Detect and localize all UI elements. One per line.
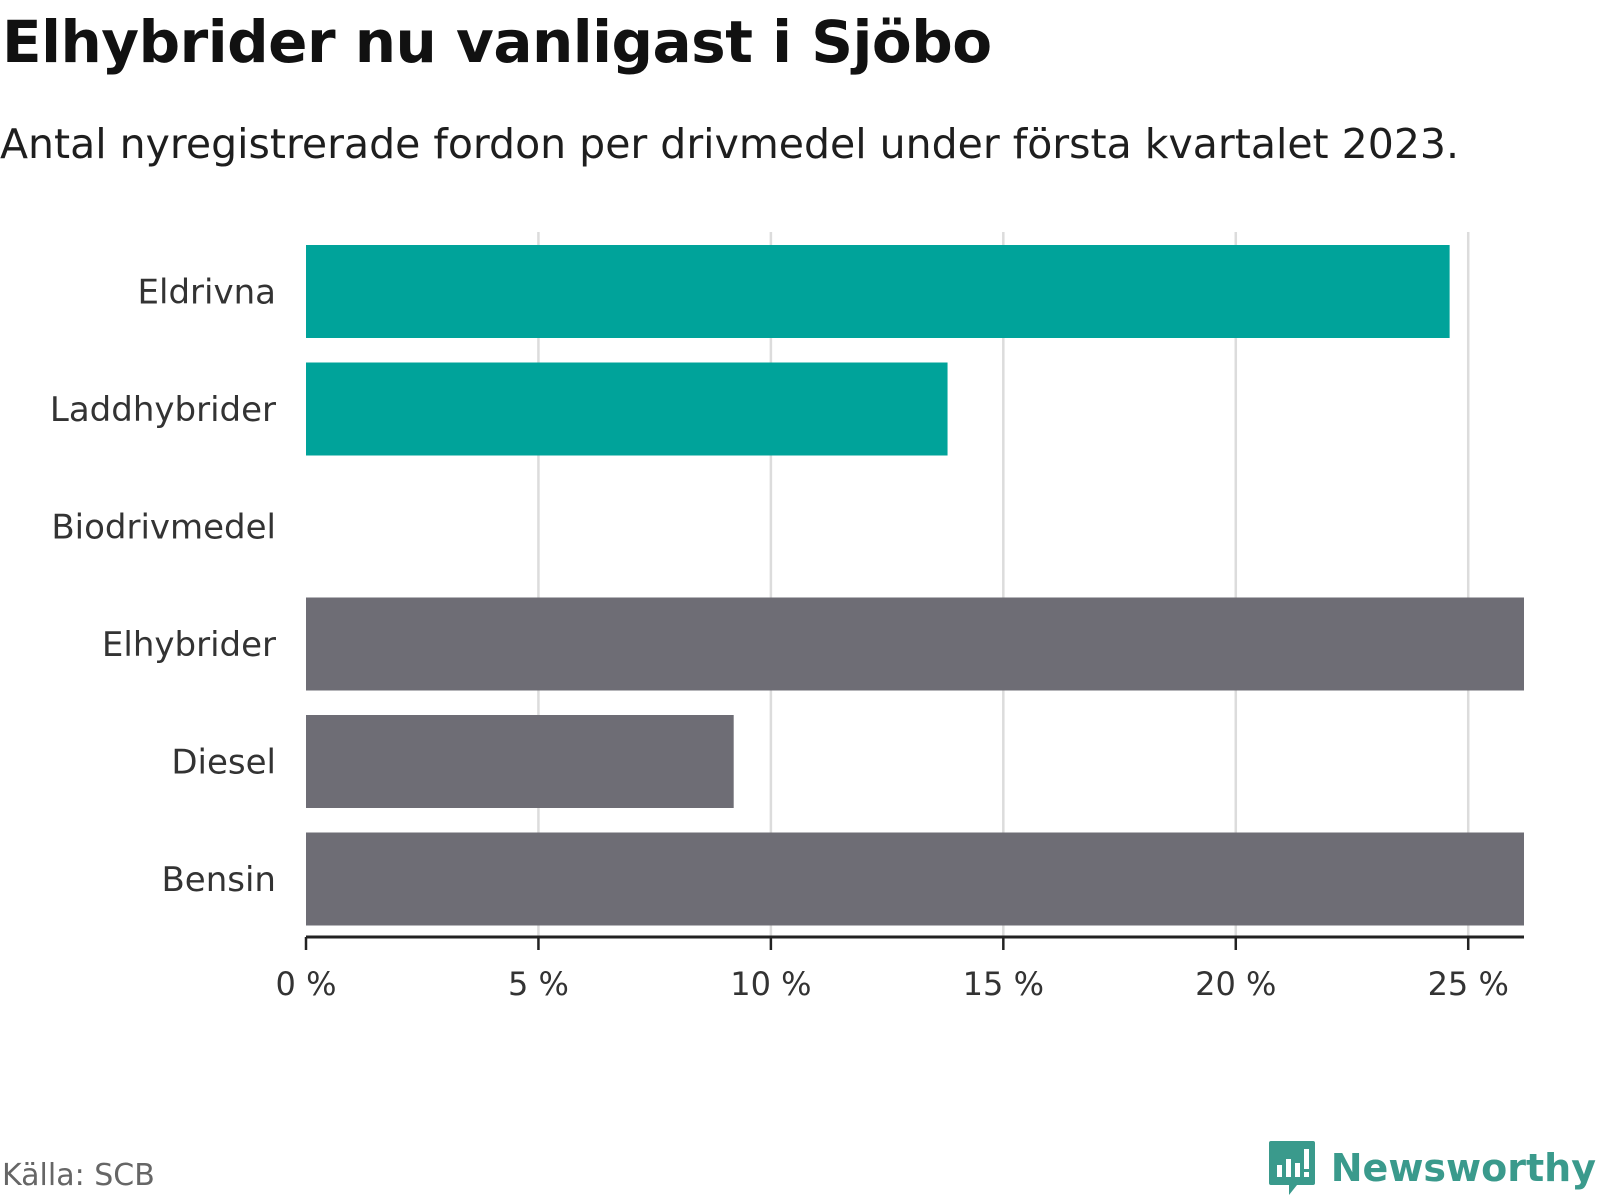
category-label: Elhybrider (102, 625, 276, 665)
bar-bensin (306, 832, 1524, 926)
brand-name: Newsworthy (1330, 1146, 1596, 1190)
bar-eldrivna (306, 245, 1450, 338)
category-label: Bensin (161, 860, 276, 900)
bar-chart: Eldrivna Laddhybrider Biodrivmedel Elhybrid… (50, 232, 1524, 1003)
chart-title: Elhybrider nu vanligast i Sjöbo (2, 8, 992, 76)
x-tick-label: 5 % (508, 965, 569, 1003)
category-label: Biodrivmedel (51, 508, 276, 548)
brand-logo: Newsworthy (1267, 1138, 1596, 1198)
bar-laddhybrider (306, 362, 948, 456)
bars (306, 245, 1524, 926)
category-label: Laddhybrider (50, 390, 276, 430)
chart-subtitle: Antal nyregistrerade fordon per drivmede… (0, 120, 1460, 168)
x-tick-label: 20 % (1195, 965, 1276, 1003)
bar-chart-icon (1268, 1141, 1315, 1195)
grid-lines (537, 232, 1470, 937)
category-label: Diesel (171, 743, 276, 783)
x-tick-label: 0 % (276, 965, 337, 1003)
bar-elhybrider (306, 597, 1524, 691)
x-axis: 0 % 5 % 10 % 15 % 20 % 25 % (276, 935, 1524, 1003)
x-tick-label: 10 % (730, 965, 811, 1003)
x-tick-label: 15 % (963, 965, 1044, 1003)
bar-diesel (306, 715, 734, 808)
category-labels: Eldrivna Laddhybrider Biodrivmedel Elhybrid… (50, 273, 276, 901)
category-label: Eldrivna (138, 273, 276, 313)
x-tick-label: 25 % (1428, 965, 1509, 1003)
source-note: Källa: SCB (2, 1158, 155, 1193)
